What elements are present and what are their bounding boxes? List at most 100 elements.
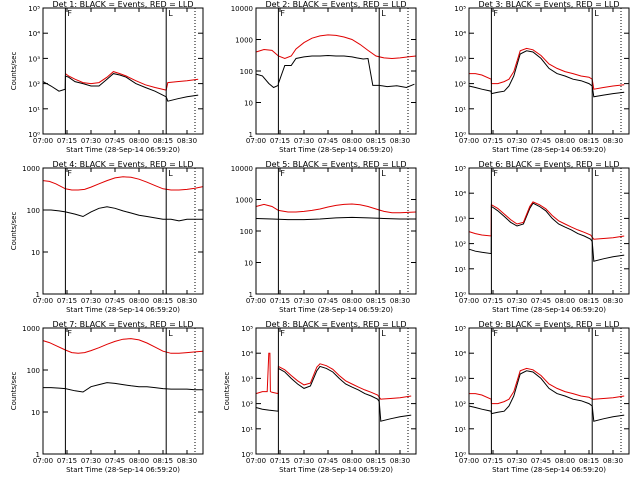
x-tick-label: 08:30 [603, 137, 623, 145]
x-tick-label: 08:00 [555, 137, 575, 145]
panel-det-9: F L 10⁰ 10¹ 10² 10³ 10⁴ 10⁵ 07:00 07:15 07:30 07:45… [454, 320, 630, 474]
y-tick-label: 10 [244, 100, 253, 108]
series-events-line [468, 370, 625, 422]
x-tick-label: 07:30 [81, 457, 101, 465]
marker-label: F [67, 329, 72, 338]
series-events-line [43, 382, 203, 393]
x-tick-label: 08:30 [390, 297, 410, 305]
y-tick-label: 10⁵ [454, 5, 466, 13]
panel-title: Det 7: BLACK = Events, RED = LLD [53, 320, 194, 329]
series-lld-line [469, 47, 625, 90]
x-tick-label: 08:15 [579, 137, 599, 145]
panel-title: Det 8: BLACK = Events, RED = LLD [266, 320, 407, 329]
x-tick-label: 07:00 [459, 137, 479, 145]
y-tick-label: 10⁵ [454, 165, 466, 173]
x-tick-label: 07:15 [483, 297, 503, 305]
y-tick-label: 10⁴ [28, 30, 40, 38]
x-tick-label: 08:15 [153, 457, 173, 465]
y-tick-label: 10¹ [454, 426, 466, 434]
marker-label: F [280, 9, 285, 18]
plot-frame [468, 167, 630, 295]
x-tick-label: 07:45 [531, 137, 551, 145]
series-lld-line [42, 338, 204, 354]
x-tick-label: 08:00 [342, 297, 362, 305]
marker-label: L [381, 9, 386, 18]
x-tick-label: 07:45 [318, 137, 338, 145]
x-axis-label: Start Time (28-Sep-14 06:59:20) [66, 146, 180, 154]
panel-det-2: F L 1 10 100 1000 10000 07:00 07:15 07:30 07:45 08:… [231, 0, 417, 154]
marker-label: L [168, 169, 173, 178]
y-tick-label: 10³ [241, 375, 253, 383]
x-tick-label: 07:30 [507, 297, 527, 305]
panel-title: Det 5: BLACK = Events, RED = LLD [266, 160, 407, 169]
x-tick-label: 07:30 [507, 137, 527, 145]
x-axis-label: Start Time (28-Sep-14 06:59:20) [492, 466, 606, 474]
x-tick-label: 07:15 [57, 137, 77, 145]
x-tick-label: 08:00 [342, 137, 362, 145]
x-tick-label: 07:45 [531, 457, 551, 465]
y-tick-label: 10 [31, 249, 40, 257]
x-tick-label: 07:15 [270, 297, 290, 305]
x-tick-label: 07:30 [294, 457, 314, 465]
marker-label: F [493, 329, 498, 338]
y-tick-label: 10³ [28, 55, 40, 63]
series-events-line [255, 365, 412, 422]
marker-label: F [493, 169, 498, 178]
x-tick-label: 07:00 [33, 457, 53, 465]
marker-label: L [381, 329, 386, 338]
marker-label: F [67, 9, 72, 18]
x-tick-label: 07:45 [318, 457, 338, 465]
series-events-line [468, 50, 625, 98]
y-tick-label: 10¹ [28, 106, 40, 114]
y-tick-label: 10⁵ [454, 325, 466, 333]
panel-det-5: F L 1 10 100 1000 10000 07:00 07:15 07:30 07:45 08:… [231, 160, 417, 314]
series-lld-line [42, 176, 204, 191]
x-tick-label: 07:00 [246, 297, 266, 305]
x-tick-label: 07:15 [57, 457, 77, 465]
panel-title: Det 3: BLACK = Events, RED = LLD [479, 0, 620, 9]
x-tick-label: 07:45 [105, 297, 125, 305]
plot-frame [255, 327, 417, 455]
plot-frame [255, 167, 417, 295]
x-tick-label: 07:00 [246, 457, 266, 465]
x-tick-label: 08:30 [603, 297, 623, 305]
y-tick-label: 10³ [454, 375, 466, 383]
panel-det-4: F L 1 10 100 1000 07:00 07:15 07:30 07:45 08:00 08:… [10, 160, 204, 314]
y-axis-label: Counts/sec [10, 372, 18, 411]
x-tick-label: 08:30 [177, 137, 197, 145]
y-tick-label: 10⁰ [454, 131, 466, 139]
x-tick-label: 08:30 [177, 457, 197, 465]
x-tick-label: 07:45 [531, 297, 551, 305]
y-tick-label: 1 [249, 131, 253, 139]
x-tick-label: 08:15 [153, 137, 173, 145]
x-tick-label: 07:30 [294, 297, 314, 305]
y-tick-label: 10⁴ [454, 30, 466, 38]
x-tick-label: 08:00 [555, 457, 575, 465]
x-axis-label: Start Time (28-Sep-14 06:59:20) [279, 306, 393, 314]
marker-label: L [168, 9, 173, 18]
y-tick-label: 100 [240, 68, 253, 76]
x-tick-label: 07:45 [105, 137, 125, 145]
plot-frame [255, 7, 417, 135]
x-tick-label: 08:00 [129, 457, 149, 465]
x-tick-label: 07:00 [459, 297, 479, 305]
x-tick-label: 07:30 [294, 137, 314, 145]
y-tick-label: 100 [27, 207, 40, 215]
x-tick-label: 08:00 [342, 457, 362, 465]
y-tick-label: 10⁰ [28, 131, 40, 139]
series-events-line [468, 202, 625, 262]
x-axis-label: Start Time (28-Sep-14 06:59:20) [492, 306, 606, 314]
y-tick-label: 1000 [22, 165, 40, 173]
y-axis-label: Counts/sec [10, 212, 18, 251]
series-lld-line [255, 203, 417, 214]
y-tick-label: 10⁰ [454, 291, 466, 299]
y-tick-label: 1000 [235, 197, 253, 205]
panel-det-8: F L 10⁰ 10¹ 10² 10³ 10⁴ 10⁵ 07:00 07:15 07:30 07:45… [223, 320, 417, 474]
x-tick-label: 07:00 [459, 457, 479, 465]
x-tick-label: 07:00 [33, 297, 53, 305]
marker-label: F [280, 329, 285, 338]
series-events-line [42, 73, 199, 102]
x-tick-label: 08:30 [390, 457, 410, 465]
y-tick-label: 100 [240, 228, 253, 236]
